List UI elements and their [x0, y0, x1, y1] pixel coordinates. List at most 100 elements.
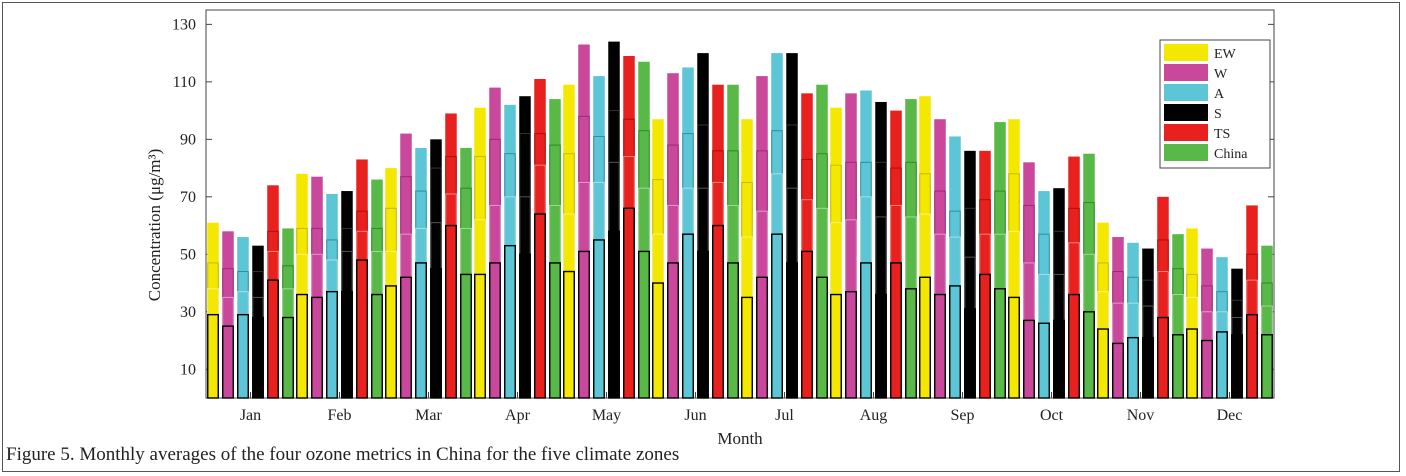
bar-ts-bottom-nov [1157, 316, 1169, 399]
bar-w-bottom-nov [1112, 342, 1124, 399]
bar-a-bottom-mar [415, 262, 427, 399]
bar-ts-bottom-may [623, 207, 635, 399]
bar-a-bottom-dec [1216, 331, 1228, 399]
bar-china-mar [460, 147, 472, 398]
bar-w-aug [845, 93, 857, 398]
bar-ew-aug [830, 107, 842, 399]
bar-ew-bottom-may [563, 270, 575, 399]
plot-area: 10 30 50 70 90 110 130 Jan Feb Mar Apr May Jun Jul Aug… [172, 9, 1275, 424]
bar-china-aug [905, 99, 917, 398]
bar-s-bottom-feb [341, 290, 353, 399]
bar-w-bottom-jul [756, 276, 768, 399]
x-tick-label: Jun [684, 407, 706, 424]
bar-a-bottom-jun [682, 233, 694, 399]
bar-a-oct [1038, 191, 1050, 398]
bar-china-bottom-aug [905, 288, 917, 399]
bar-w-bottom-jun [667, 262, 679, 399]
bar-ew-bottom-aug [830, 293, 842, 399]
bar-ew-bottom-dec [1186, 328, 1198, 399]
bar-ew-dec [1186, 228, 1198, 398]
bar-w-nov [1112, 237, 1124, 398]
bar-s-dec [1231, 268, 1243, 398]
legend-swatch-china [1164, 144, 1208, 161]
bar-a-bottom-feb [326, 290, 338, 399]
bar-china-bottom-jul [816, 276, 828, 399]
legend-swatch-ts [1164, 124, 1208, 141]
bar-ts-bottom-oct [1068, 293, 1080, 399]
bar-a-dec [1216, 257, 1228, 398]
bar-w-apr [489, 87, 501, 398]
bar-ts-bottom-jul [801, 250, 813, 399]
bar-a-sep [949, 136, 961, 398]
bar-china-bottom-apr [549, 262, 561, 399]
bar-china-bottom-nov [1172, 334, 1184, 399]
bar-w-jul [756, 76, 768, 399]
bar-china-bottom-mar [460, 273, 472, 399]
bar-ts-nov [1157, 196, 1169, 398]
bar-china-oct [1083, 153, 1095, 398]
bar-china-bottom-dec [1261, 334, 1273, 399]
bar-ts-bottom-apr [534, 213, 546, 399]
bar-ew-apr [474, 107, 486, 399]
legend: EW WAS TS China [1159, 39, 1271, 169]
bar-w-dec [1201, 248, 1213, 398]
bar-a-bottom-jul [771, 233, 783, 399]
bar-ew-nov [1097, 222, 1109, 398]
bar-ew-mar [385, 168, 397, 398]
bar-a-mar [415, 147, 427, 398]
bar-s-bottom-jan [252, 316, 264, 399]
bar-china-jan [282, 228, 294, 398]
bar-ts-oct [1068, 156, 1080, 398]
bar-ts-jan [267, 185, 279, 398]
bar-w-bottom-mar [400, 276, 412, 399]
bar-a-bottom-apr [504, 244, 516, 399]
bar-s-bottom-dec [1231, 334, 1243, 399]
bar-china-nov [1172, 234, 1184, 398]
legend-label-s: S [1214, 107, 1222, 122]
bar-ew-feb [296, 173, 308, 398]
legend-swatch-a [1164, 84, 1208, 101]
bar-s-jul [786, 53, 798, 398]
bar-s-sep [964, 150, 976, 398]
bar-s-nov [1142, 248, 1154, 398]
bar-ts-bottom-aug [890, 262, 902, 399]
y-tick-label: 110 [173, 74, 196, 91]
bar-ts-aug [890, 110, 902, 398]
bar-w-bottom-dec [1201, 339, 1213, 399]
bar-s-bottom-jul [786, 262, 798, 399]
x-tick-label: Jan [240, 407, 261, 424]
bar-china-jul [816, 84, 828, 399]
bar-w-bottom-may [578, 250, 590, 399]
x-tick-label: Sep [951, 407, 975, 424]
legend-label-china: China [1214, 147, 1248, 162]
figure-caption: Figure 5. Monthly averages of the four o… [6, 444, 680, 465]
bar-s-bottom-jun [697, 250, 709, 399]
y-tick-label: 130 [172, 16, 196, 33]
bar-w-sep [934, 119, 946, 398]
y-tick-label: 10 [180, 361, 196, 378]
x-tick-label: Apr [505, 407, 531, 424]
x-tick-label: Jul [775, 407, 794, 424]
legend-swatch-ew [1164, 44, 1208, 61]
y-tick-label: 50 [180, 246, 196, 263]
x-tick-label: Nov [1127, 407, 1155, 424]
bar-s-bottom-nov [1142, 336, 1154, 399]
bar-w-jan [222, 231, 234, 398]
bar-china-bottom-jun [727, 262, 739, 399]
bar-w-mar [400, 133, 412, 398]
bar-s-may [608, 41, 620, 399]
bar-w-bottom-apr [489, 262, 501, 399]
bar-s-jun [697, 53, 709, 398]
y-tick-label: 30 [180, 304, 196, 321]
bar-s-bottom-sep [964, 308, 976, 399]
bar-s-jan [252, 245, 264, 398]
bar-a-bottom-aug [860, 262, 872, 399]
bar-ew-bottom-sep [919, 276, 931, 399]
bar-ts-mar [445, 113, 457, 398]
legend-label-ew: EW [1214, 47, 1237, 62]
y-axis-label: Concentration (μg/m³) [145, 149, 164, 302]
bar-china-bottom-jan [282, 316, 294, 399]
legend-swatch-s [1164, 104, 1208, 121]
